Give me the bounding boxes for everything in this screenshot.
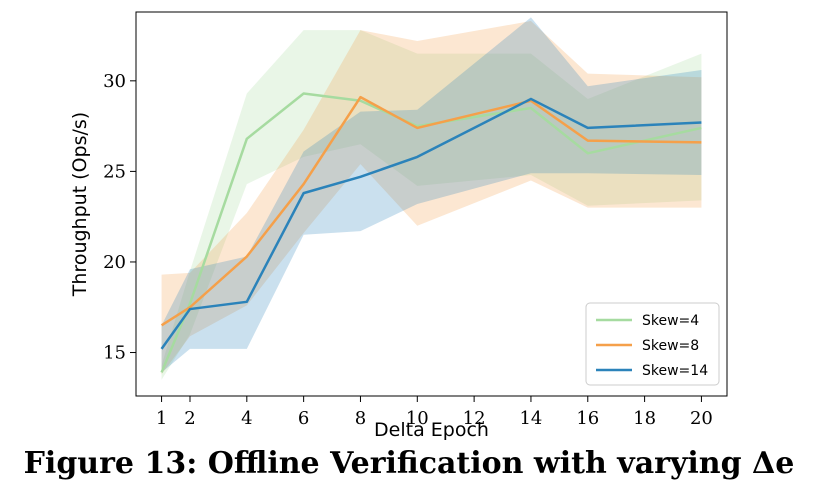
y-tick-label: 15: [103, 343, 126, 364]
y-axis: 15 20 25 30: [103, 71, 136, 364]
line-series-2: [160, 97, 702, 350]
band-series-1: [161, 21, 702, 375]
legend: Skew=4 Skew=8 Skew=14: [585, 302, 720, 386]
y-axis-label: Throughput (Ops/s): [69, 112, 91, 297]
band-series-2: [161, 17, 702, 373]
x-tick-label: 4: [241, 408, 252, 429]
x-axis: 1 2 4 6 8 10 12 14 16 18 20: [156, 396, 713, 429]
x-tick-label: 16: [576, 408, 599, 429]
x-tick-label: 1: [156, 408, 167, 429]
x-tick-label: 14: [519, 408, 542, 429]
line-chart: 1 2 4 6 8 10 12 14 16 18 20 15 20 25 30 Delta Epoch T…: [69, 11, 728, 440]
x-tick-label: 12: [463, 408, 486, 429]
legend-label: Skew=8: [642, 338, 699, 354]
series-lines: [160, 92, 702, 373]
plot-frame: [135, 11, 728, 397]
x-axis-label: Delta Epoch: [374, 419, 489, 440]
line-series-0: [160, 92, 702, 373]
figure-caption: Figure 13: Offline Verification with var…: [23, 446, 795, 481]
x-tick-label: 8: [355, 408, 366, 429]
x-tick-label: 20: [690, 408, 713, 429]
x-tick-label: 18: [633, 408, 656, 429]
x-tick-label: 6: [298, 408, 309, 429]
x-tick-label: 2: [184, 408, 195, 429]
x-tick-label: 10: [406, 408, 429, 429]
line-series-1: [160, 95, 702, 327]
legend-label: Skew=4: [642, 313, 699, 329]
legend-label: Skew=14: [642, 363, 708, 379]
y-tick-label: 25: [103, 161, 126, 182]
legend-box: [585, 302, 720, 386]
y-tick-label: 30: [103, 71, 126, 92]
y-tick-label: 20: [103, 252, 126, 273]
